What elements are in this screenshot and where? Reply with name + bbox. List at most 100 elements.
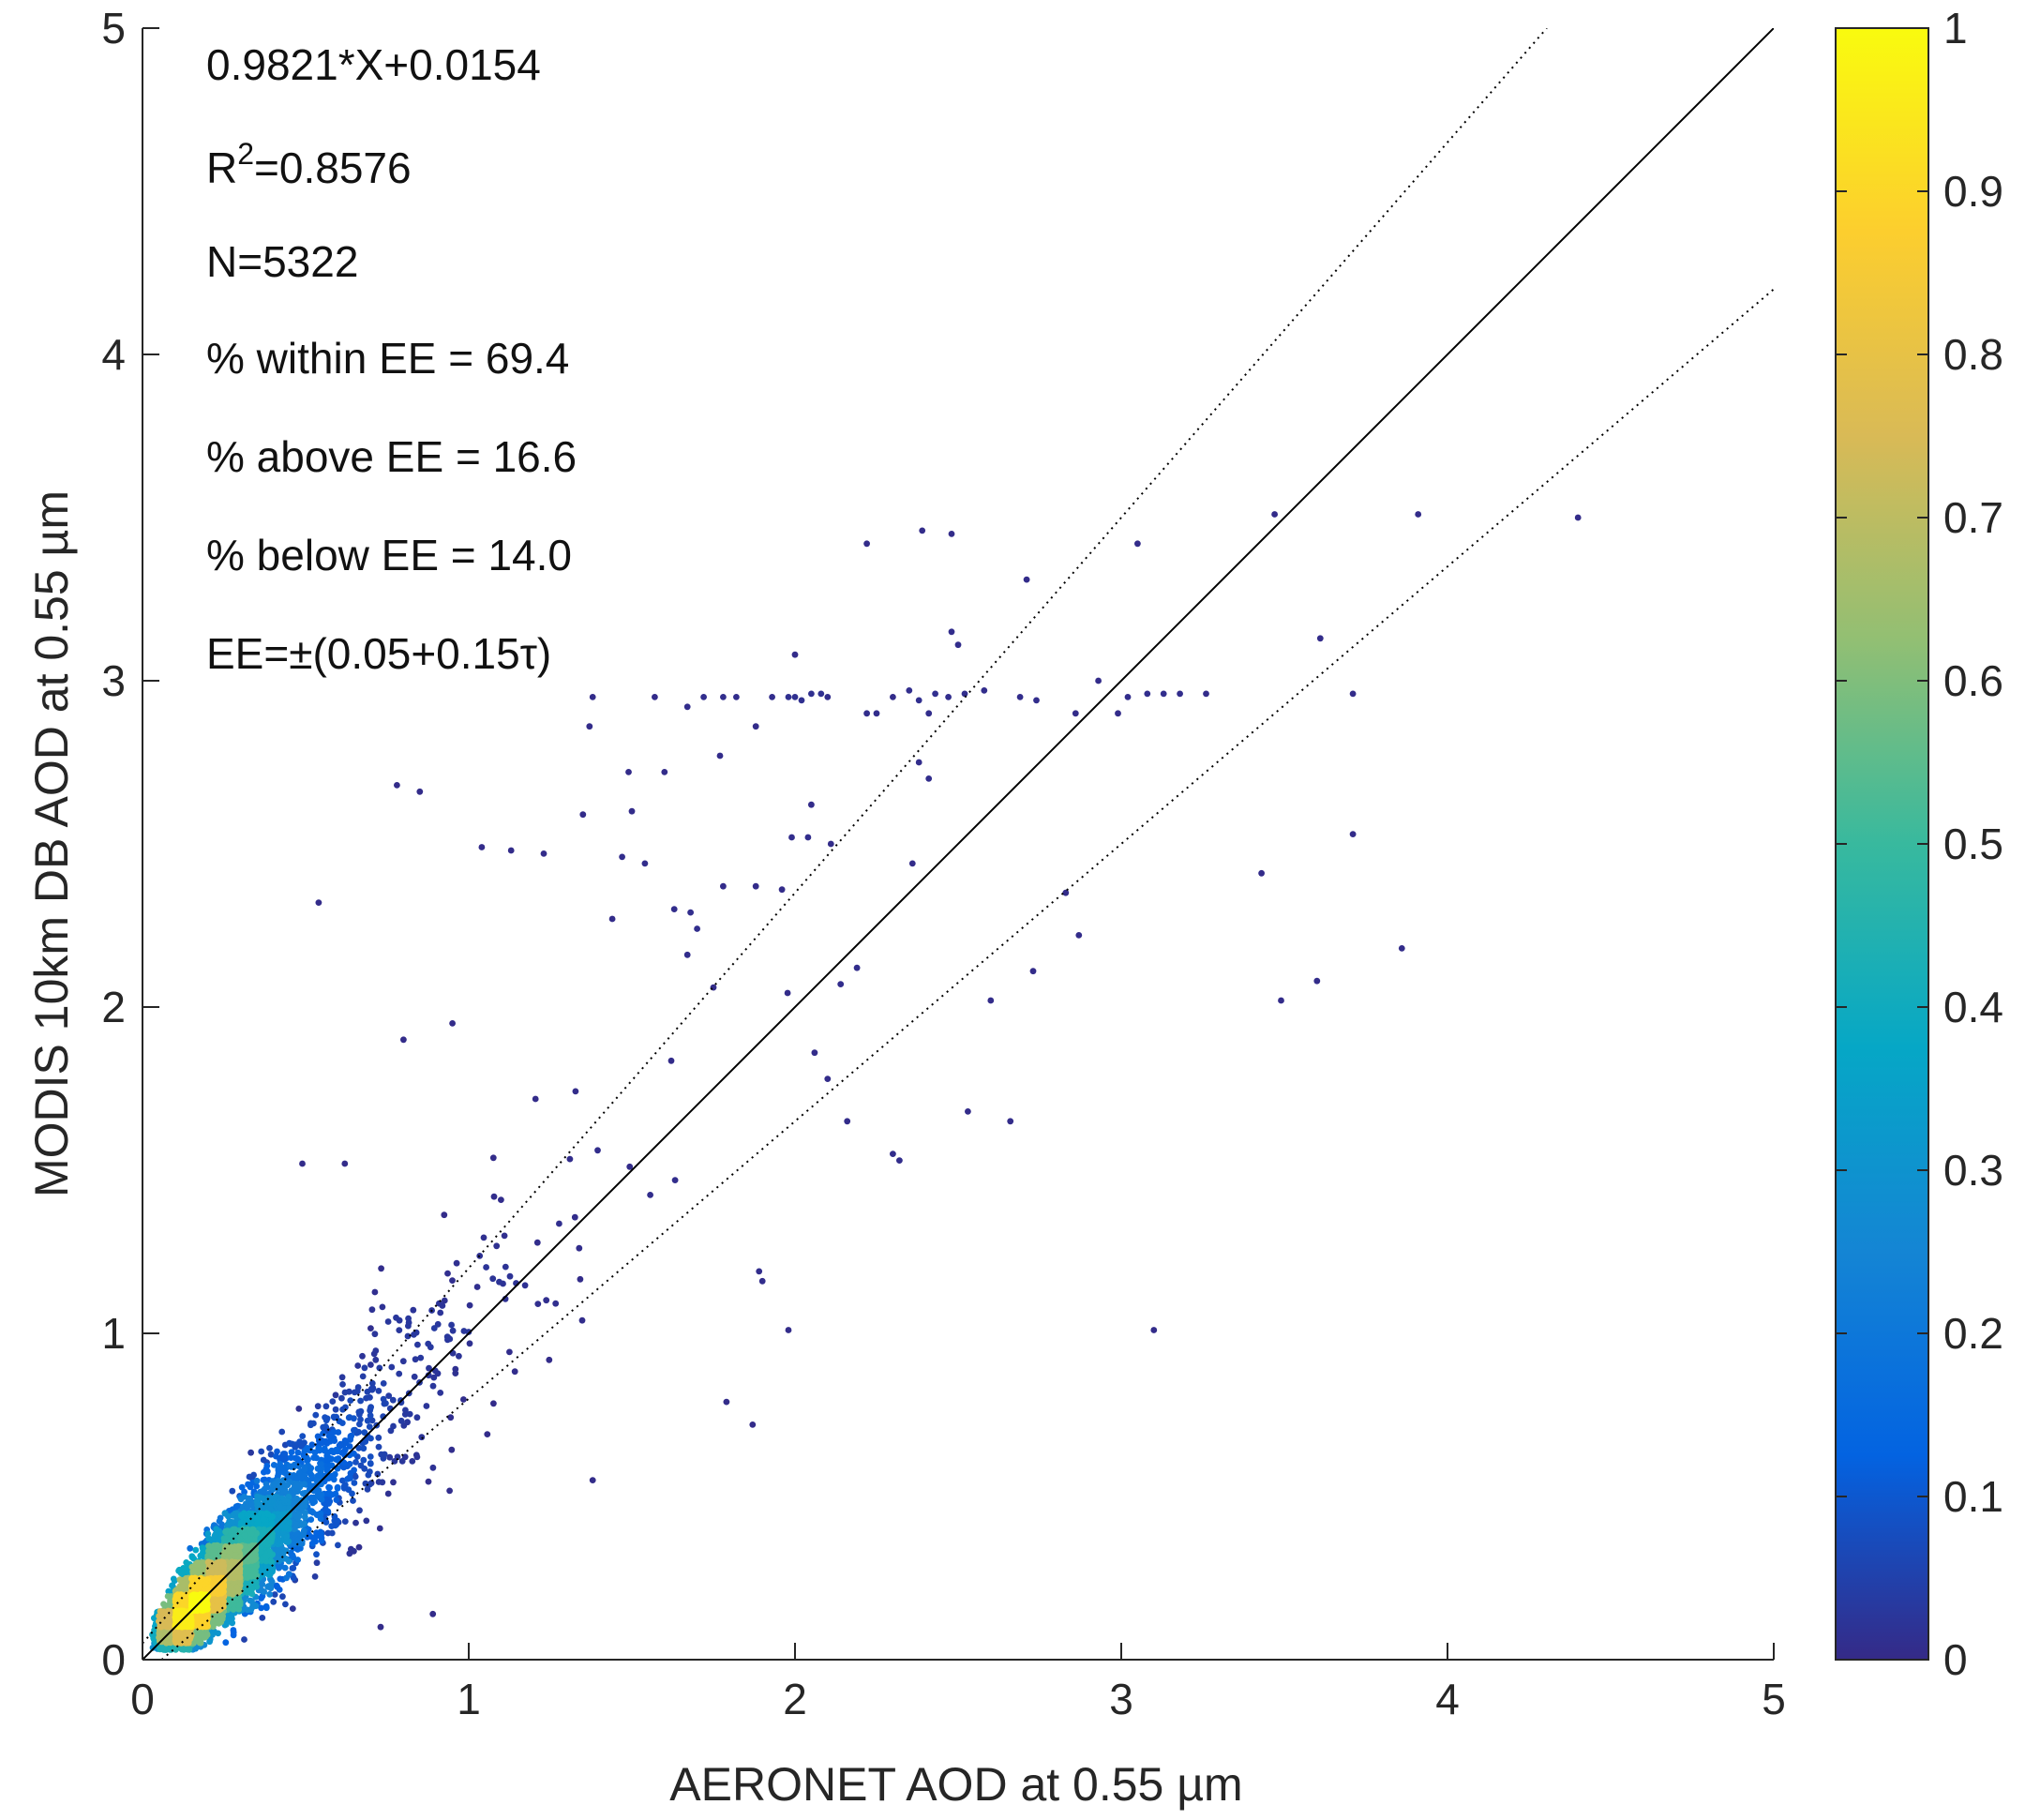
data-point xyxy=(360,1445,368,1452)
data-point xyxy=(466,1340,473,1347)
data-point xyxy=(208,1567,215,1574)
data-point xyxy=(671,1177,679,1183)
data-point xyxy=(236,1573,244,1581)
data-point xyxy=(332,1406,339,1413)
data-point xyxy=(253,1498,261,1506)
data-point xyxy=(429,1464,437,1471)
data-point xyxy=(297,1521,305,1528)
data-point xyxy=(304,1445,311,1451)
data-point xyxy=(213,1562,219,1570)
data-point xyxy=(339,1381,346,1388)
data-point xyxy=(334,1483,341,1491)
data-point xyxy=(398,1458,406,1465)
data-point xyxy=(279,1451,287,1457)
data-point xyxy=(325,1500,332,1507)
data-point xyxy=(281,1497,289,1504)
data-point xyxy=(331,1437,338,1444)
data-point xyxy=(202,1623,209,1631)
data-point xyxy=(720,694,727,700)
data-point xyxy=(670,906,678,912)
data-point xyxy=(1203,690,1209,698)
data-point xyxy=(619,853,625,861)
data-point xyxy=(502,1263,509,1271)
data-point xyxy=(341,1446,349,1453)
data-point xyxy=(380,1380,387,1387)
data-point xyxy=(282,1601,289,1608)
data-point xyxy=(162,1637,170,1645)
data-point xyxy=(357,1397,364,1405)
data-point xyxy=(359,1373,367,1380)
data-point xyxy=(827,840,834,848)
data-point xyxy=(371,1331,379,1338)
data-point xyxy=(340,1459,348,1467)
data-point xyxy=(534,1301,542,1307)
data-point xyxy=(987,997,995,1004)
data-point xyxy=(341,1518,349,1525)
data-point xyxy=(359,1352,366,1360)
data-point xyxy=(372,1356,380,1363)
data-point xyxy=(169,1582,176,1589)
data-point xyxy=(1016,694,1024,700)
data-point xyxy=(248,1449,254,1456)
data-point xyxy=(294,1449,302,1456)
data-point xyxy=(361,1429,368,1436)
data-point xyxy=(1415,511,1422,518)
data-point xyxy=(222,1639,230,1647)
data-point xyxy=(292,1530,300,1538)
data-point xyxy=(1177,690,1183,698)
data-point xyxy=(448,1321,455,1329)
data-point xyxy=(788,834,795,841)
data-point xyxy=(791,694,799,700)
data-point xyxy=(244,1504,251,1512)
data-point xyxy=(205,1542,213,1550)
data-point xyxy=(437,1309,444,1316)
data-point xyxy=(262,1602,270,1610)
data-point xyxy=(429,1610,437,1617)
data-point xyxy=(347,1397,354,1404)
data-point xyxy=(355,1444,363,1451)
data-point xyxy=(282,1524,290,1531)
data-point xyxy=(314,1403,322,1410)
data-point xyxy=(448,1446,456,1453)
data-point xyxy=(226,1547,233,1555)
data-point xyxy=(418,1434,426,1441)
data-point xyxy=(274,1448,280,1455)
data-point xyxy=(246,1473,253,1481)
data-point xyxy=(364,1417,371,1424)
data-point xyxy=(363,1394,369,1402)
data-point xyxy=(275,1465,282,1472)
data-point xyxy=(449,1277,456,1284)
data-point xyxy=(209,1632,217,1638)
data-point xyxy=(769,694,775,700)
data-point xyxy=(400,1036,407,1044)
data-point xyxy=(443,1333,451,1341)
data-point xyxy=(260,1516,267,1523)
data-point xyxy=(437,1390,444,1396)
data-point xyxy=(368,1306,376,1314)
data-point xyxy=(361,1364,368,1372)
data-point xyxy=(498,1196,504,1203)
data-point xyxy=(266,1445,273,1451)
data-point xyxy=(915,759,922,766)
data-point xyxy=(277,1504,284,1512)
data-point xyxy=(749,1421,757,1428)
data-point xyxy=(321,1445,328,1452)
data-point xyxy=(390,1479,397,1486)
data-point xyxy=(258,1604,264,1612)
data-point xyxy=(961,690,968,698)
data-point xyxy=(925,710,933,717)
data-point xyxy=(873,710,880,717)
data-point xyxy=(647,1192,653,1198)
data-point xyxy=(579,811,587,819)
data-point xyxy=(484,1431,491,1437)
data-point xyxy=(188,1574,196,1582)
data-point xyxy=(322,1403,330,1410)
data-point xyxy=(396,1327,403,1333)
data-point xyxy=(230,1606,237,1613)
data-point xyxy=(577,1275,584,1283)
data-point xyxy=(283,1533,291,1541)
data-point xyxy=(312,1411,320,1419)
data-point xyxy=(367,1481,373,1488)
data-point xyxy=(320,1430,326,1437)
data-point xyxy=(178,1596,186,1603)
